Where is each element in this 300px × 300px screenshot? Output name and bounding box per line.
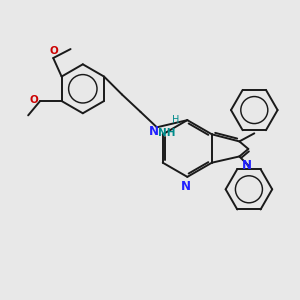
Text: N: N — [242, 159, 252, 172]
Text: N: N — [181, 181, 191, 194]
Text: O: O — [49, 46, 58, 56]
Text: H: H — [172, 115, 179, 125]
Text: NH: NH — [158, 128, 176, 138]
Text: N: N — [149, 125, 159, 138]
Text: O: O — [29, 95, 38, 105]
